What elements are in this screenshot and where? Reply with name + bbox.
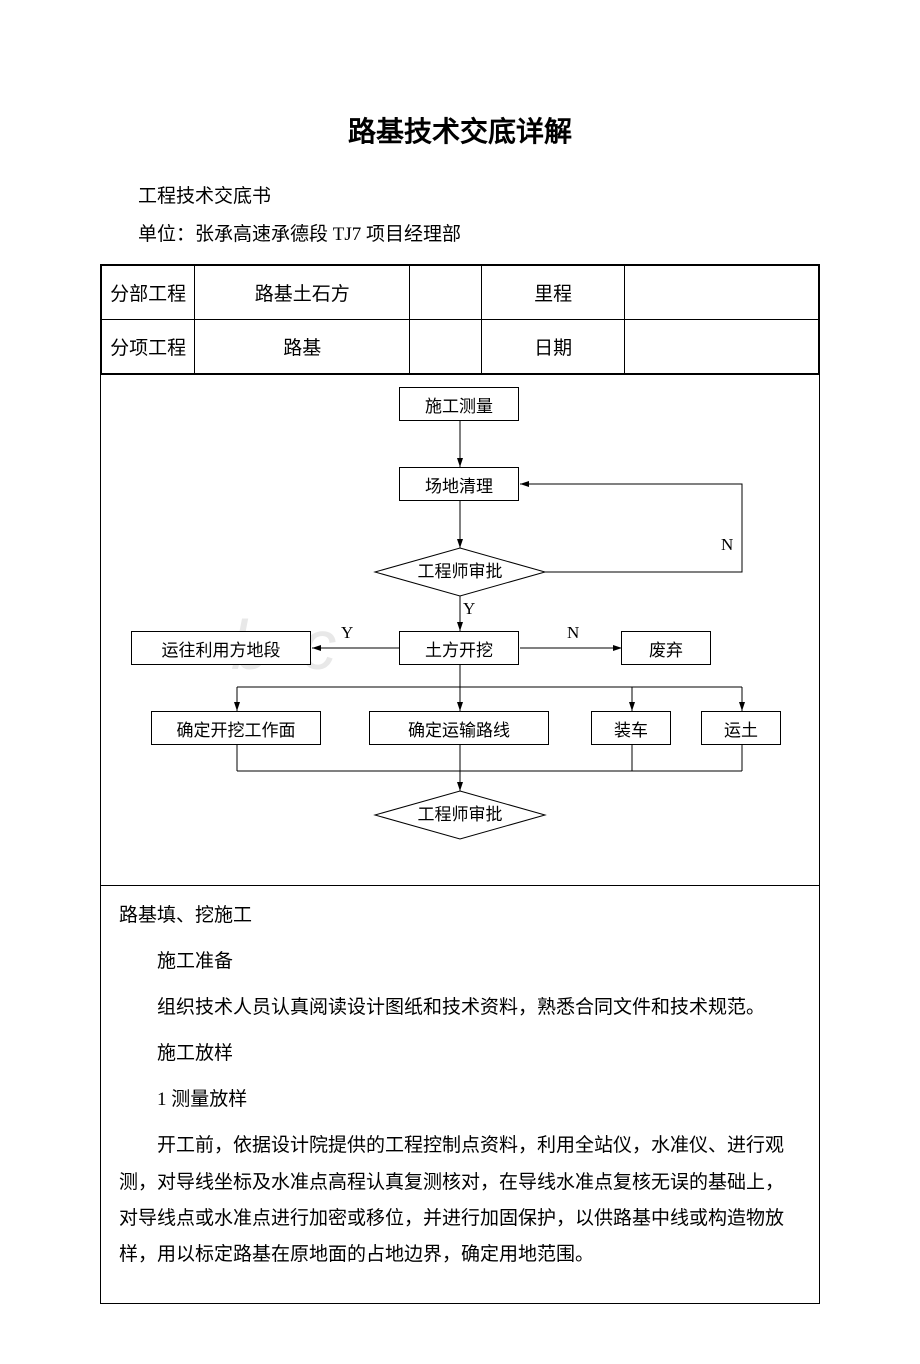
subtitle-line-1: 工程技术交底书 [100,178,820,216]
flowchart-svg: 工程师审批 工程师审批 [101,375,819,885]
node-label: 场地清理 [425,472,493,497]
header-table: 分部工程 路基土石方 里程 分项工程 路基 日期 [101,265,819,374]
svg-text:工程师审批: 工程师审批 [418,562,503,581]
flow-label-y1: Y [463,599,475,619]
node-label: 施工测量 [425,392,493,417]
hdr-cell: 分部工程 [102,266,195,320]
list-item: 1 测量放样 [119,1082,801,1118]
hdr-cell: 日期 [481,320,624,374]
flow-node-transport-use: 运往利用方地段 [131,631,311,665]
hdr-cell [625,266,819,320]
hdr-cell [625,320,819,374]
body-text: 路基填、挖施工 施工准备 组织技术人员认真阅读设计图纸和技术资料，熟悉合同文件和… [101,886,819,1303]
flow-node-discard: 废弃 [621,631,711,665]
page: 路基技术交底详解 工程技术交底书 单位：张承高速承德段 TJ7 项目经理部 分部… [0,0,920,1364]
flow-node-measure: 施工测量 [399,387,519,421]
table-row: 分部工程 路基土石方 里程 [102,266,819,320]
hdr-cell: 路基土石方 [195,266,410,320]
paragraph: 开工前，依据设计院提供的工程控制点资料，利用全站仪，水准仪、进行观测，对导线坐标… [119,1128,801,1272]
hdr-cell: 路基 [195,320,410,374]
outer-table: 分部工程 路基土石方 里程 分项工程 路基 日期 b c [100,264,820,1304]
paragraph: 组织技术人员认真阅读设计图纸和技术资料，熟悉合同文件和技术规范。 [119,990,801,1026]
flow-label-n2: N [567,623,579,643]
page-title: 路基技术交底详解 [100,110,820,150]
section-sub: 施工放样 [119,1036,801,1072]
hdr-cell: 里程 [481,266,624,320]
section-sub: 施工准备 [119,944,801,980]
node-label: 确定运输路线 [408,716,510,741]
flow-node-load: 装车 [591,711,671,745]
flow-node-route: 确定运输路线 [369,711,549,745]
node-label: 运土 [724,716,758,741]
flow-node-workface: 确定开挖工作面 [151,711,321,745]
subtitle-line-2: 单位：张承高速承德段 TJ7 项目经理部 [100,216,820,254]
node-label: 土方开挖 [425,636,493,661]
section-heading: 路基填、挖施工 [119,898,801,934]
flowchart: b c [101,375,819,885]
node-label: 装车 [614,716,648,741]
flow-label-n1: N [721,535,733,555]
node-label: 运往利用方地段 [162,636,281,661]
hdr-cell: 分项工程 [102,320,195,374]
node-label: 废弃 [649,636,683,661]
hdr-cell [410,320,482,374]
svg-text:工程师审批: 工程师审批 [418,805,503,824]
flow-node-haul: 运土 [701,711,781,745]
node-label: 确定开挖工作面 [177,716,296,741]
hdr-cell [410,266,482,320]
flow-node-clear: 场地清理 [399,467,519,501]
flow-node-excavate: 土方开挖 [399,631,519,665]
flow-label-y2: Y [341,623,353,643]
table-row: 分项工程 路基 日期 [102,320,819,374]
